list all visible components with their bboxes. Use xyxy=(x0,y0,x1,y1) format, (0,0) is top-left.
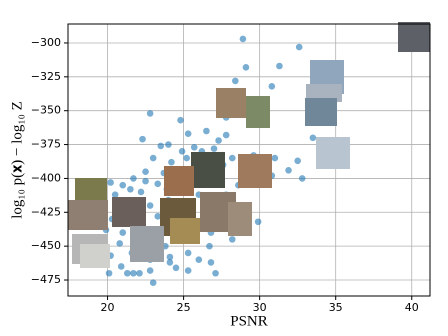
point xyxy=(309,134,317,142)
point xyxy=(149,154,157,162)
point xyxy=(298,175,306,182)
point xyxy=(116,240,124,247)
point xyxy=(165,141,172,148)
point xyxy=(239,35,247,43)
x-tick-label: 35 xyxy=(329,301,343,314)
x-axis-title: PSNR xyxy=(230,313,268,329)
point xyxy=(232,77,239,85)
point xyxy=(142,177,149,185)
point xyxy=(146,110,154,117)
thumbnail xyxy=(191,152,225,188)
point xyxy=(105,269,113,277)
thumbnail xyxy=(398,22,430,52)
thumbnail xyxy=(80,244,110,268)
point xyxy=(183,154,190,162)
point xyxy=(228,154,236,162)
point xyxy=(166,259,174,266)
point xyxy=(154,180,162,188)
point xyxy=(130,175,137,182)
point xyxy=(149,279,157,287)
point xyxy=(184,267,192,274)
point xyxy=(184,249,192,257)
point xyxy=(206,242,213,250)
point xyxy=(166,253,174,261)
thumbnail xyxy=(246,96,270,128)
thumbnail xyxy=(306,84,342,102)
thumbnail xyxy=(68,200,108,230)
point xyxy=(157,142,165,150)
thumbnail xyxy=(238,154,272,188)
x-tick-label: 20 xyxy=(101,301,115,314)
point xyxy=(212,269,219,277)
point xyxy=(111,191,119,198)
point xyxy=(127,185,134,193)
point xyxy=(154,213,162,220)
y-tick-label: −350 xyxy=(31,104,61,117)
point xyxy=(271,154,279,162)
point xyxy=(195,256,203,263)
point xyxy=(177,116,184,124)
thumbnail xyxy=(112,197,146,227)
point xyxy=(215,137,222,144)
thumbnail xyxy=(164,166,194,196)
point xyxy=(119,229,127,236)
y-tick-label: −325 xyxy=(31,70,61,83)
point xyxy=(139,135,146,143)
point xyxy=(295,43,303,51)
point xyxy=(107,179,114,186)
point xyxy=(130,269,137,277)
thumbnail xyxy=(305,98,337,126)
y-tick-label: −300 xyxy=(31,36,61,49)
point xyxy=(117,263,125,270)
thumbnail xyxy=(130,226,164,262)
point xyxy=(242,64,250,71)
point xyxy=(210,145,218,152)
y-tick-label: −375 xyxy=(31,138,61,151)
point xyxy=(254,218,262,226)
thumbnail xyxy=(316,137,350,169)
point xyxy=(190,143,198,151)
y-tick-label: −450 xyxy=(31,239,61,252)
point xyxy=(294,157,301,165)
point xyxy=(136,269,143,277)
point xyxy=(119,181,127,189)
thumbnail xyxy=(216,88,246,118)
point xyxy=(142,168,149,175)
thumbnail xyxy=(170,218,200,244)
y-tick-label: −400 xyxy=(31,171,61,184)
point xyxy=(268,83,276,90)
point xyxy=(184,130,192,138)
point xyxy=(285,166,292,174)
x-tick-label: 40 xyxy=(405,301,419,314)
thumbnails xyxy=(68,22,430,268)
y-tick-label: −475 xyxy=(31,273,61,286)
point xyxy=(124,269,131,277)
point xyxy=(222,131,230,139)
point xyxy=(178,148,186,155)
thumbnail xyxy=(228,202,252,236)
point xyxy=(172,264,180,272)
point xyxy=(168,158,175,166)
x-tick-label: 30 xyxy=(253,301,267,314)
point xyxy=(276,62,283,70)
y-tick-label: −425 xyxy=(31,205,61,218)
point xyxy=(137,188,145,196)
point xyxy=(203,127,210,135)
point xyxy=(146,202,154,209)
point xyxy=(146,267,154,274)
point xyxy=(207,259,215,266)
point xyxy=(228,236,236,243)
x-tick-label: 25 xyxy=(177,301,191,314)
plot-frame xyxy=(67,23,431,297)
y-axis-title: log₁₀ p(𝐱) − log₁₀ Z xyxy=(9,101,25,219)
